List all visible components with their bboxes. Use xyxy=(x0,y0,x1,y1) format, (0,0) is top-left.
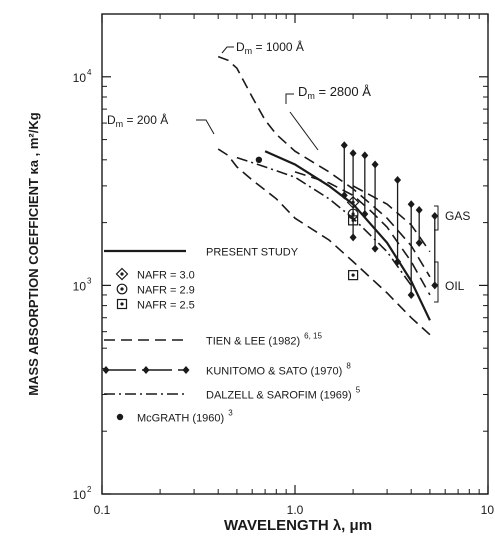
legend-label: TIEN & LEE (1982) 6, 15 xyxy=(206,332,323,348)
bracket-gas xyxy=(434,205,439,231)
nafr-point-center xyxy=(120,302,124,306)
y-axis-label: MASS ABSORPTION COEFFICIENT κa , m²/Kg xyxy=(26,112,41,395)
pointer-dm-1000 xyxy=(221,46,234,54)
annotation-dm-200: Dm = 200 Å xyxy=(107,112,168,129)
series-line-dashdot xyxy=(236,156,412,286)
annotation-oil: OIL xyxy=(445,279,465,293)
x-tick-label: 10 xyxy=(481,503,495,517)
nafr-2-5-point xyxy=(347,215,359,226)
diamond-marker xyxy=(349,149,357,158)
series-line-solid xyxy=(264,150,431,321)
legend-label: NAFR = 2.9 xyxy=(137,285,195,297)
x-axis-label: WAVELENGTH λ, μm xyxy=(224,517,372,534)
x-tick-label: 1.0 xyxy=(287,503,304,517)
marker-layer xyxy=(255,141,439,299)
nafr-point-center xyxy=(351,212,355,216)
series-line-dashed xyxy=(217,55,431,278)
diamond-marker xyxy=(371,244,379,253)
diamond-marker xyxy=(102,366,110,374)
y-tick-exponent: 3 xyxy=(87,276,92,285)
y-tick-exponent: 2 xyxy=(87,485,92,494)
nafr-2-5-point xyxy=(116,298,128,310)
diamond-marker xyxy=(371,160,379,169)
diamond-marker xyxy=(415,205,423,214)
diamond-marker xyxy=(415,238,423,247)
series-line-dashed xyxy=(217,148,431,336)
bracket-oil xyxy=(434,261,439,303)
annotation-dm-1000: Dm = 1000 Å xyxy=(236,39,304,56)
y-tick-label: 10 xyxy=(73,488,87,502)
legend-label: NAFR = 3.0 xyxy=(137,270,195,282)
diamond-marker xyxy=(407,290,415,299)
legend-label: KUNITOMO & SATO (1970) 8 xyxy=(206,362,351,378)
diamond-marker xyxy=(361,151,369,160)
nafr-point-center xyxy=(120,287,124,291)
nafr-2-9-point xyxy=(116,283,128,295)
legend-label: McGRATH (1960) 3 xyxy=(137,409,233,425)
legend-label: PRESENT STUDY xyxy=(206,247,299,259)
diamond-marker xyxy=(431,281,439,290)
nafr-point-center xyxy=(351,218,355,222)
diamond-marker xyxy=(394,176,402,185)
nafr-point-center xyxy=(120,272,124,276)
annotation-dm-2800: Dm = 2800 Å xyxy=(298,84,371,101)
diamond-marker xyxy=(182,366,190,374)
nafr-3-0-point xyxy=(346,196,360,209)
annotations: Dm = 1000 Å Dm = 2800 Å Dm = 200 Å GAS OIL xyxy=(107,39,470,303)
y-tick-exponent: 4 xyxy=(87,68,92,77)
y-tick-label: 10 xyxy=(73,71,87,85)
legend: PRESENT STUDY NAFR = 3.0 NAFR = 2.9 NAFR = … xyxy=(102,247,361,425)
legend-label: NAFR = 2.5 xyxy=(137,300,195,312)
diamond-marker xyxy=(340,141,348,150)
diamond-marker xyxy=(431,212,439,221)
x-tick-label: 0.1 xyxy=(94,503,111,517)
diamond-marker xyxy=(407,200,415,209)
annotation-gas: GAS xyxy=(445,209,470,223)
nafr-3-0-point xyxy=(115,267,129,281)
mcgrath-point xyxy=(255,156,263,164)
diamond-marker xyxy=(394,257,402,266)
mcgrath-point xyxy=(116,413,124,421)
pointer-dm-200 xyxy=(196,119,215,135)
pointer-dm-2800-line xyxy=(289,111,319,151)
y-tick-label: 10 xyxy=(73,279,87,293)
pointer-dm-2800 xyxy=(285,93,294,104)
legend-label: DALZELL & SAROFIM (1969) 5 xyxy=(206,386,361,402)
diamond-marker xyxy=(340,191,348,200)
nafr-2-5-point xyxy=(347,270,359,281)
series-line-dashed xyxy=(352,185,431,253)
diamond-marker xyxy=(349,233,357,242)
series-line-dashed xyxy=(294,171,431,296)
diamond-marker xyxy=(361,209,369,218)
diamond-marker xyxy=(142,366,150,374)
nafr-point-center xyxy=(351,200,355,204)
nafr-point-center xyxy=(351,273,355,277)
